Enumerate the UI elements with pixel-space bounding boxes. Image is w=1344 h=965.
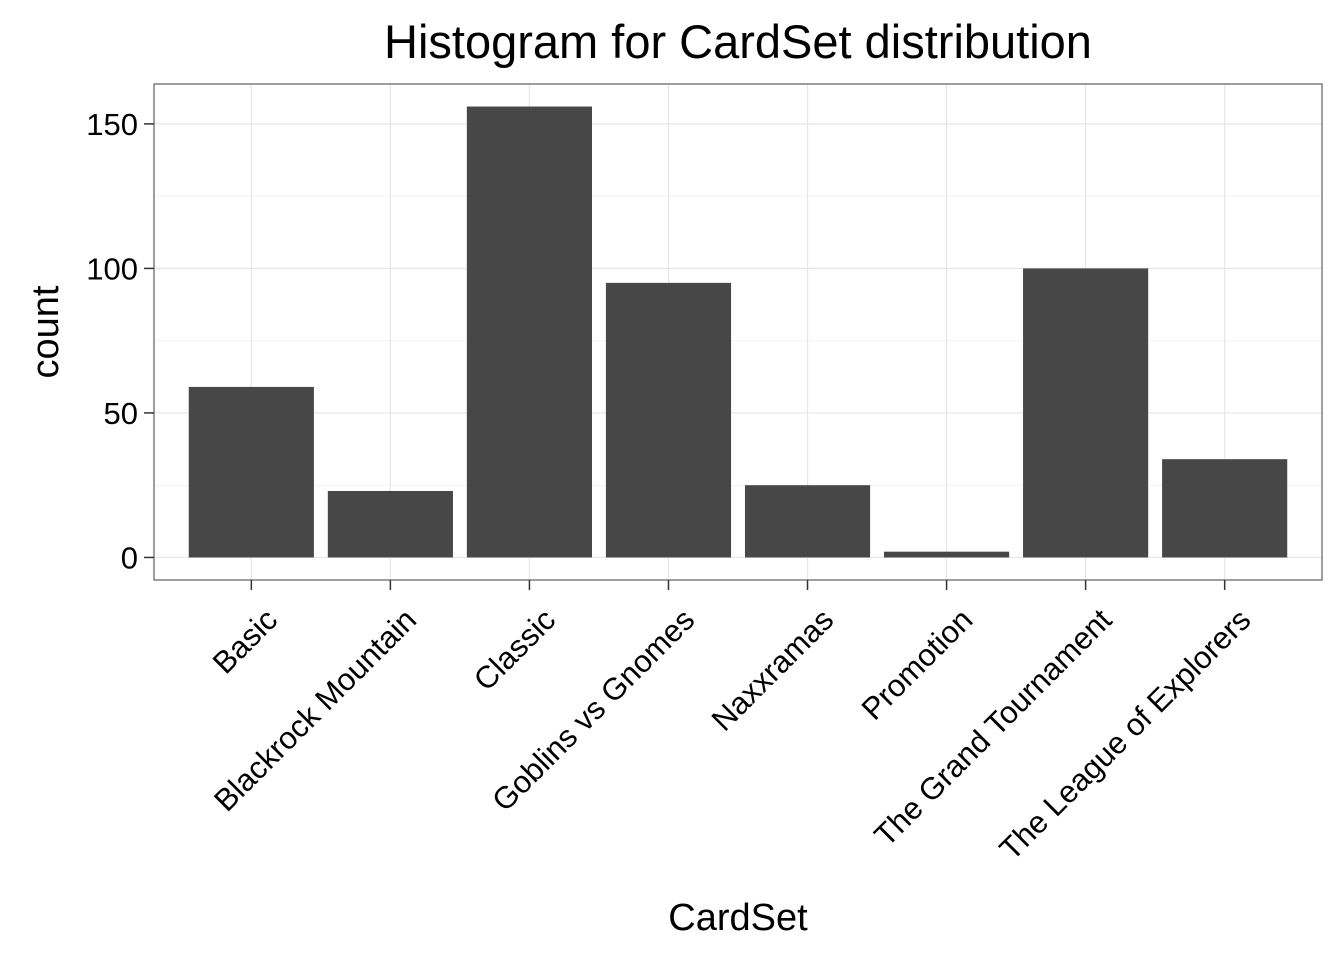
y-tick-label: 0	[121, 540, 138, 575]
bar	[466, 106, 592, 558]
y-axis-title: count	[25, 285, 67, 378]
bar	[188, 386, 314, 558]
y-tick-label: 150	[86, 107, 138, 142]
y-tick-label: 100	[86, 251, 138, 286]
bar	[744, 485, 871, 558]
bar	[1023, 268, 1149, 558]
chart-title: Histogram for CardSet distribution	[384, 15, 1092, 68]
y-tick-label: 50	[104, 396, 138, 431]
bar	[884, 551, 1010, 558]
bar	[327, 490, 453, 558]
y-axis: 0 50 100 150	[86, 107, 154, 575]
plot-panel-border	[153, 83, 1323, 581]
bars	[188, 106, 1288, 558]
bar	[605, 282, 732, 558]
x-axis-title: CardSet	[668, 897, 808, 939]
bar	[1162, 459, 1288, 558]
